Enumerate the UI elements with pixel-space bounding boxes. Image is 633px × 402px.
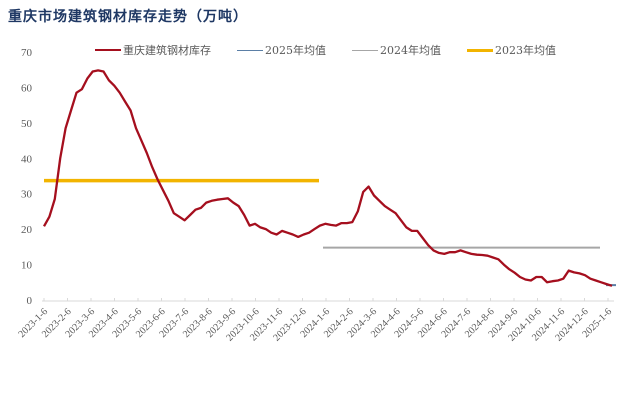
y-axis: 0 10 20 30 40 50 60 70: [21, 47, 33, 307]
y-tick-label: 40: [21, 153, 33, 165]
y-tick-label: 50: [21, 118, 33, 130]
y-tick-label: 70: [21, 47, 33, 59]
legend-swatch-inventory: [95, 49, 121, 51]
y-tick-label: 10: [21, 260, 33, 272]
legend-label-2025-avg: 2025年均值: [265, 44, 326, 57]
legend-swatch-2023-avg: [467, 48, 493, 52]
legend-item-2025-avg: 2025年均值: [237, 42, 326, 58]
y-tick-label: 20: [21, 224, 33, 236]
legend-label-2023-avg: 2023年均值: [495, 44, 556, 57]
average-lines: [44, 178, 616, 287]
y-tick-label: 60: [21, 82, 33, 94]
chart-title: 重庆市场建筑钢材库存走势（万吨）: [8, 9, 248, 25]
x-axis: 2023-1-62023-2-62023-3-62023-4-62023-5-6…: [16, 298, 614, 344]
y-tick-label: 0: [27, 295, 33, 307]
y-tick-label: 30: [21, 189, 33, 201]
legend-swatch-2024-avg: [352, 49, 378, 51]
inventory-line: [42, 69, 613, 287]
inventory-series: [42, 69, 613, 287]
legend-label-2024-avg: 2024年均值: [380, 44, 441, 57]
legend-swatch-2025-avg: [237, 49, 263, 51]
chart-legend: 重庆建筑钢材库存 2025年均值 2024年均值 2023年均值: [95, 42, 582, 58]
legend-item-inventory: 重庆建筑钢材库存: [95, 42, 211, 58]
legend-label-inventory: 重庆建筑钢材库存: [123, 44, 211, 57]
legend-item-2024-avg: 2024年均值: [352, 42, 441, 58]
legend-item-2023-avg: 2023年均值: [467, 42, 556, 58]
